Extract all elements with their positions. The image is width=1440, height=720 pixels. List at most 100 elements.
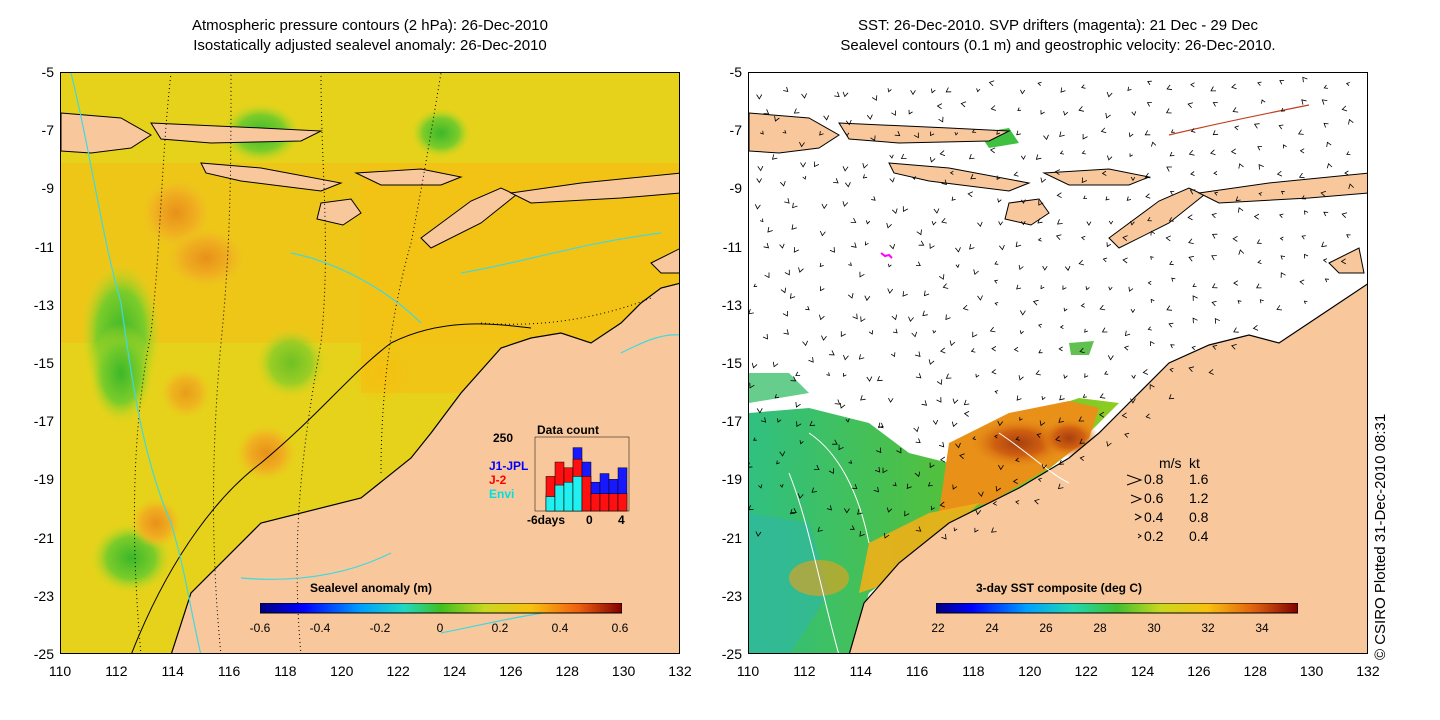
velocity-arrow: [1323, 84, 1328, 89]
data-count-inset: Data count 250 J1-JPL J-2 Envi -6days 0 …: [487, 421, 637, 531]
velocity-arrow: [952, 484, 958, 490]
velocity-arrow: [1058, 459, 1065, 465]
velocity-arrow: [1054, 169, 1061, 176]
velocity-arrow: [1124, 432, 1130, 438]
velocity-arrow: [997, 198, 1002, 203]
left-title-line2: Isostatically adjusted sealevel anomaly:…: [193, 37, 547, 54]
velocity-arrow: [922, 310, 928, 317]
right-lat-tick: -11: [722, 238, 742, 255]
velocity-arrow: [1168, 217, 1174, 222]
velocity-arrow: [953, 527, 958, 532]
velocity-arrow: [977, 295, 983, 301]
velocity-arrow: [859, 271, 865, 278]
velocity-arrow: [884, 532, 890, 539]
velocity-arrow: [1253, 123, 1260, 129]
sla-tick: 0.6: [611, 621, 629, 635]
velocity-arrow: [871, 196, 876, 201]
velocity-arrow: [756, 408, 763, 414]
legend-kt-value: 1.6: [1189, 471, 1209, 487]
right-lat-tick: -5: [729, 64, 742, 80]
right-lon-tick: 120: [1018, 663, 1042, 679]
velocity-arrow: [908, 316, 914, 323]
velocity-arrow: [1233, 327, 1239, 333]
left-panel-title: Atmospheric pressure contours (2 hPa): 2…: [60, 16, 680, 56]
velocity-arrow: [1084, 328, 1088, 333]
velocity-arrow: [891, 208, 898, 215]
sla-tick: -0.2: [369, 621, 391, 635]
velocity-arrow: [992, 501, 997, 506]
velocity-arrow: [1256, 239, 1262, 244]
histogram-bar-red: [608, 493, 619, 512]
velocity-arrow: [1341, 212, 1348, 218]
velocity-arrow: [772, 361, 779, 368]
velocity-arrow: [892, 328, 898, 334]
velocity-arrow: [1020, 155, 1026, 160]
velocity-arrow: [1020, 199, 1026, 204]
velocity-arrow: [994, 390, 999, 394]
velocity-arrow: [902, 291, 908, 297]
velocity-arrow: [1055, 234, 1062, 240]
right-lat-tick: -25: [721, 646, 742, 662]
velocity-arrow: [1279, 236, 1284, 241]
velocity-arrow: [951, 196, 956, 201]
velocity-arrow: [1037, 237, 1042, 242]
left-lon-tick: 116: [217, 663, 241, 679]
velocity-arrow: [1016, 130, 1021, 136]
velocity-arrow: [942, 283, 949, 289]
velocity-arrow: [1059, 325, 1064, 330]
legend-ms-value: 0.6: [1144, 490, 1164, 506]
velocity-arrow: [1232, 107, 1239, 113]
velocity-arrow: [1145, 193, 1151, 199]
velocity-arrow: [1015, 436, 1020, 441]
sst-map: m/s kt 0.8 1.6 0.6 1.2 0.4 0.8 0.2 0.4 3…: [748, 72, 1368, 654]
velocity-arrow: [1299, 279, 1305, 285]
right-lon-tick: 116: [905, 663, 929, 679]
right-lat-tick: -23: [721, 587, 742, 604]
velocity-arrow: [990, 105, 997, 111]
velocity-arrow: [809, 420, 816, 427]
sst-tick: 30: [1147, 621, 1161, 635]
velocity-arrow: [1012, 478, 1018, 485]
velocity-arrow: [1122, 235, 1128, 242]
velocity-arrow: [1166, 166, 1172, 172]
velocity-arrow: [783, 329, 789, 335]
velocity-arrow: [1323, 211, 1329, 217]
velocity-arrow: [1106, 91, 1113, 98]
velocity-arrow: [902, 206, 908, 212]
velocity-arrow: [940, 347, 946, 354]
velocity-arrow: [844, 182, 851, 188]
velocity-arrow: [938, 274, 945, 280]
velocity-arrow: [1056, 192, 1062, 199]
velocity-arrow: [1078, 259, 1085, 266]
sla-tick: 0: [436, 621, 444, 635]
velocity-arrow: [791, 224, 797, 230]
velocity-arrow: [779, 484, 784, 488]
velocity-arrow: [1169, 151, 1175, 157]
velocity-arrow: [938, 441, 945, 448]
velocity-arrow: [989, 147, 996, 154]
sla-colorbar-title: Sealevel anomaly (m): [309, 581, 433, 595]
velocity-arrow: [991, 346, 997, 352]
velocity-arrow: [1304, 253, 1309, 259]
velocity-arrow: [1344, 170, 1349, 176]
velocity-arrow: [1037, 81, 1042, 86]
velocity-arrow: [757, 165, 764, 172]
velocity-arrow: [1041, 463, 1048, 470]
velocity-arrow: [784, 269, 790, 276]
velocity-arrow: [858, 354, 865, 360]
velocity-arrow: [1304, 210, 1309, 215]
velocity-arrow: [1057, 483, 1064, 490]
velocity-arrow: [916, 229, 922, 236]
velocity-arrow: [955, 264, 960, 269]
sla-tick: 0.4: [551, 621, 569, 635]
velocity-arrow: [911, 176, 916, 181]
velocity-arrow: [955, 442, 961, 449]
velocity-arrow: [1145, 413, 1151, 419]
velocity-arrow: [844, 132, 850, 137]
velocity-arrow: [1235, 196, 1241, 202]
velocity-arrow: [976, 88, 981, 93]
velocity-arrow: [811, 487, 818, 493]
velocity-arrow: [892, 482, 897, 487]
velocity-arrow: [1063, 374, 1068, 379]
velocity-arrow: [1166, 305, 1173, 311]
